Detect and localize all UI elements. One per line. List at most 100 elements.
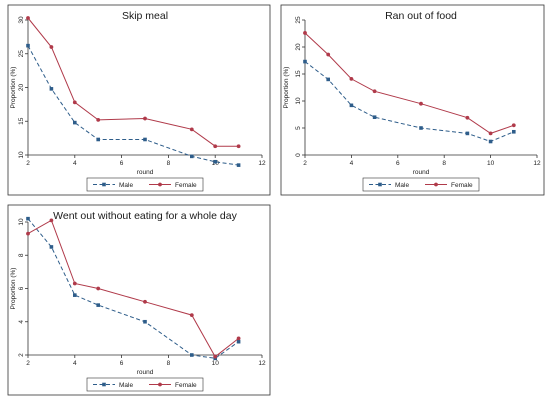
data-point-male bbox=[419, 126, 423, 130]
y-tick-label: 5 bbox=[295, 126, 302, 130]
legend-label-female: Female bbox=[175, 382, 197, 389]
data-point-male bbox=[26, 43, 30, 48]
y-tick-label: 15 bbox=[295, 70, 302, 78]
data-point-male bbox=[96, 303, 100, 307]
data-point-female bbox=[511, 123, 516, 128]
x-axis-label: round bbox=[137, 169, 154, 176]
series-line-male bbox=[27, 45, 239, 166]
data-point-female bbox=[96, 286, 101, 291]
y-tick-label: 25 bbox=[18, 50, 25, 58]
y-axis-label: Proportion (%) bbox=[10, 67, 17, 109]
data-point-male bbox=[213, 159, 217, 164]
data-point-female bbox=[143, 299, 147, 304]
legend-box bbox=[362, 177, 480, 192]
y-tick-label: 6 bbox=[18, 286, 25, 290]
data-point-male bbox=[49, 245, 54, 249]
x-axis-label: round bbox=[413, 169, 430, 176]
legend-label-female: Female bbox=[451, 182, 473, 189]
data-point-female bbox=[488, 131, 493, 136]
series-line-male bbox=[27, 218, 239, 359]
legend-label-male: Male bbox=[119, 182, 133, 189]
x-axis-label: round bbox=[137, 369, 154, 376]
series-line-female bbox=[27, 219, 239, 358]
x-tick-label: 2 bbox=[26, 360, 30, 367]
x-tick-label: 6 bbox=[120, 360, 124, 367]
data-point-female bbox=[326, 52, 331, 57]
y-tick-label: 20 bbox=[18, 84, 25, 92]
x-tick-label: 2 bbox=[26, 160, 30, 167]
legend-swatch-marker bbox=[102, 182, 106, 187]
data-point-male bbox=[236, 163, 241, 167]
x-tick-label: 2 bbox=[303, 160, 307, 167]
x-tick-label: 12 bbox=[258, 160, 266, 167]
y-axis-label: Proportion (%) bbox=[10, 268, 17, 310]
chart-panel-2: Ran out of food 2 4 6 8 10 12 0 5 10 15 20 25 round Pr… bbox=[280, 4, 545, 196]
data-point-male bbox=[143, 319, 147, 324]
chart-panel-3: Went out without eating for a whole day 2… bbox=[7, 204, 271, 396]
chart-title: Skip meal bbox=[122, 10, 168, 22]
y-tick-label: 4 bbox=[18, 320, 25, 324]
data-point-female bbox=[419, 101, 423, 106]
legend-swatch-marker bbox=[378, 182, 382, 187]
data-point-female bbox=[72, 100, 77, 105]
data-point-female bbox=[96, 118, 101, 122]
y-tick-label: 25 bbox=[295, 16, 302, 24]
series-line-female bbox=[27, 17, 239, 147]
legend-swatch-marker bbox=[158, 382, 162, 387]
data-point-male bbox=[488, 139, 493, 144]
legend-label-male: Male bbox=[395, 182, 409, 189]
y-tick-label: 10 bbox=[18, 151, 25, 159]
y-tick-label: 15 bbox=[18, 117, 25, 125]
x-tick-label: 12 bbox=[258, 360, 266, 367]
data-point-male bbox=[326, 77, 330, 82]
series-line-male bbox=[304, 61, 514, 143]
data-point-male bbox=[73, 293, 77, 297]
data-point-female bbox=[213, 354, 218, 359]
data-point-male bbox=[190, 154, 194, 159]
y-tick-label: 2 bbox=[18, 353, 25, 357]
x-tick-label: 4 bbox=[350, 160, 354, 167]
legend-box bbox=[86, 377, 204, 392]
data-point-male bbox=[190, 353, 194, 357]
x-tick-label: 8 bbox=[442, 160, 446, 167]
data-point-male bbox=[236, 339, 241, 344]
y-tick-label: 30 bbox=[18, 16, 25, 24]
x-tick-label: 12 bbox=[533, 160, 541, 167]
panel-frame bbox=[7, 4, 271, 196]
data-point-male bbox=[349, 103, 354, 108]
legend-swatch-marker bbox=[434, 182, 438, 187]
data-point-female bbox=[189, 127, 194, 132]
y-tick-label: 20 bbox=[295, 43, 302, 51]
data-point-female bbox=[49, 45, 54, 49]
data-point-female bbox=[72, 281, 77, 286]
data-point-female bbox=[236, 144, 241, 149]
legend-label-male: Male bbox=[119, 382, 133, 389]
y-tick-label: 8 bbox=[18, 253, 25, 257]
data-point-female bbox=[189, 313, 194, 317]
panel-frame bbox=[280, 4, 545, 196]
x-tick-label: 4 bbox=[73, 360, 77, 367]
y-tick-label: 10 bbox=[295, 97, 302, 105]
data-point-female bbox=[26, 231, 30, 236]
x-tick-label: 8 bbox=[167, 160, 171, 167]
data-point-male bbox=[465, 131, 470, 136]
data-point-female bbox=[26, 16, 30, 20]
data-point-female bbox=[303, 31, 307, 35]
x-tick-label: 6 bbox=[120, 160, 124, 167]
y-tick-label: 0 bbox=[295, 153, 302, 157]
x-tick-label: 4 bbox=[73, 160, 77, 167]
legend-swatch-marker bbox=[102, 382, 106, 387]
legend-label-female: Female bbox=[175, 182, 197, 189]
data-point-male bbox=[372, 115, 377, 119]
legend-swatch-marker bbox=[158, 182, 162, 187]
data-point-male bbox=[96, 137, 100, 142]
data-point-female bbox=[465, 115, 470, 120]
data-point-male bbox=[303, 59, 307, 64]
data-point-male bbox=[49, 87, 54, 91]
x-tick-label: 8 bbox=[167, 360, 171, 367]
legend-box bbox=[86, 177, 204, 192]
x-tick-label: 10 bbox=[212, 360, 220, 367]
data-point-female bbox=[143, 116, 147, 121]
